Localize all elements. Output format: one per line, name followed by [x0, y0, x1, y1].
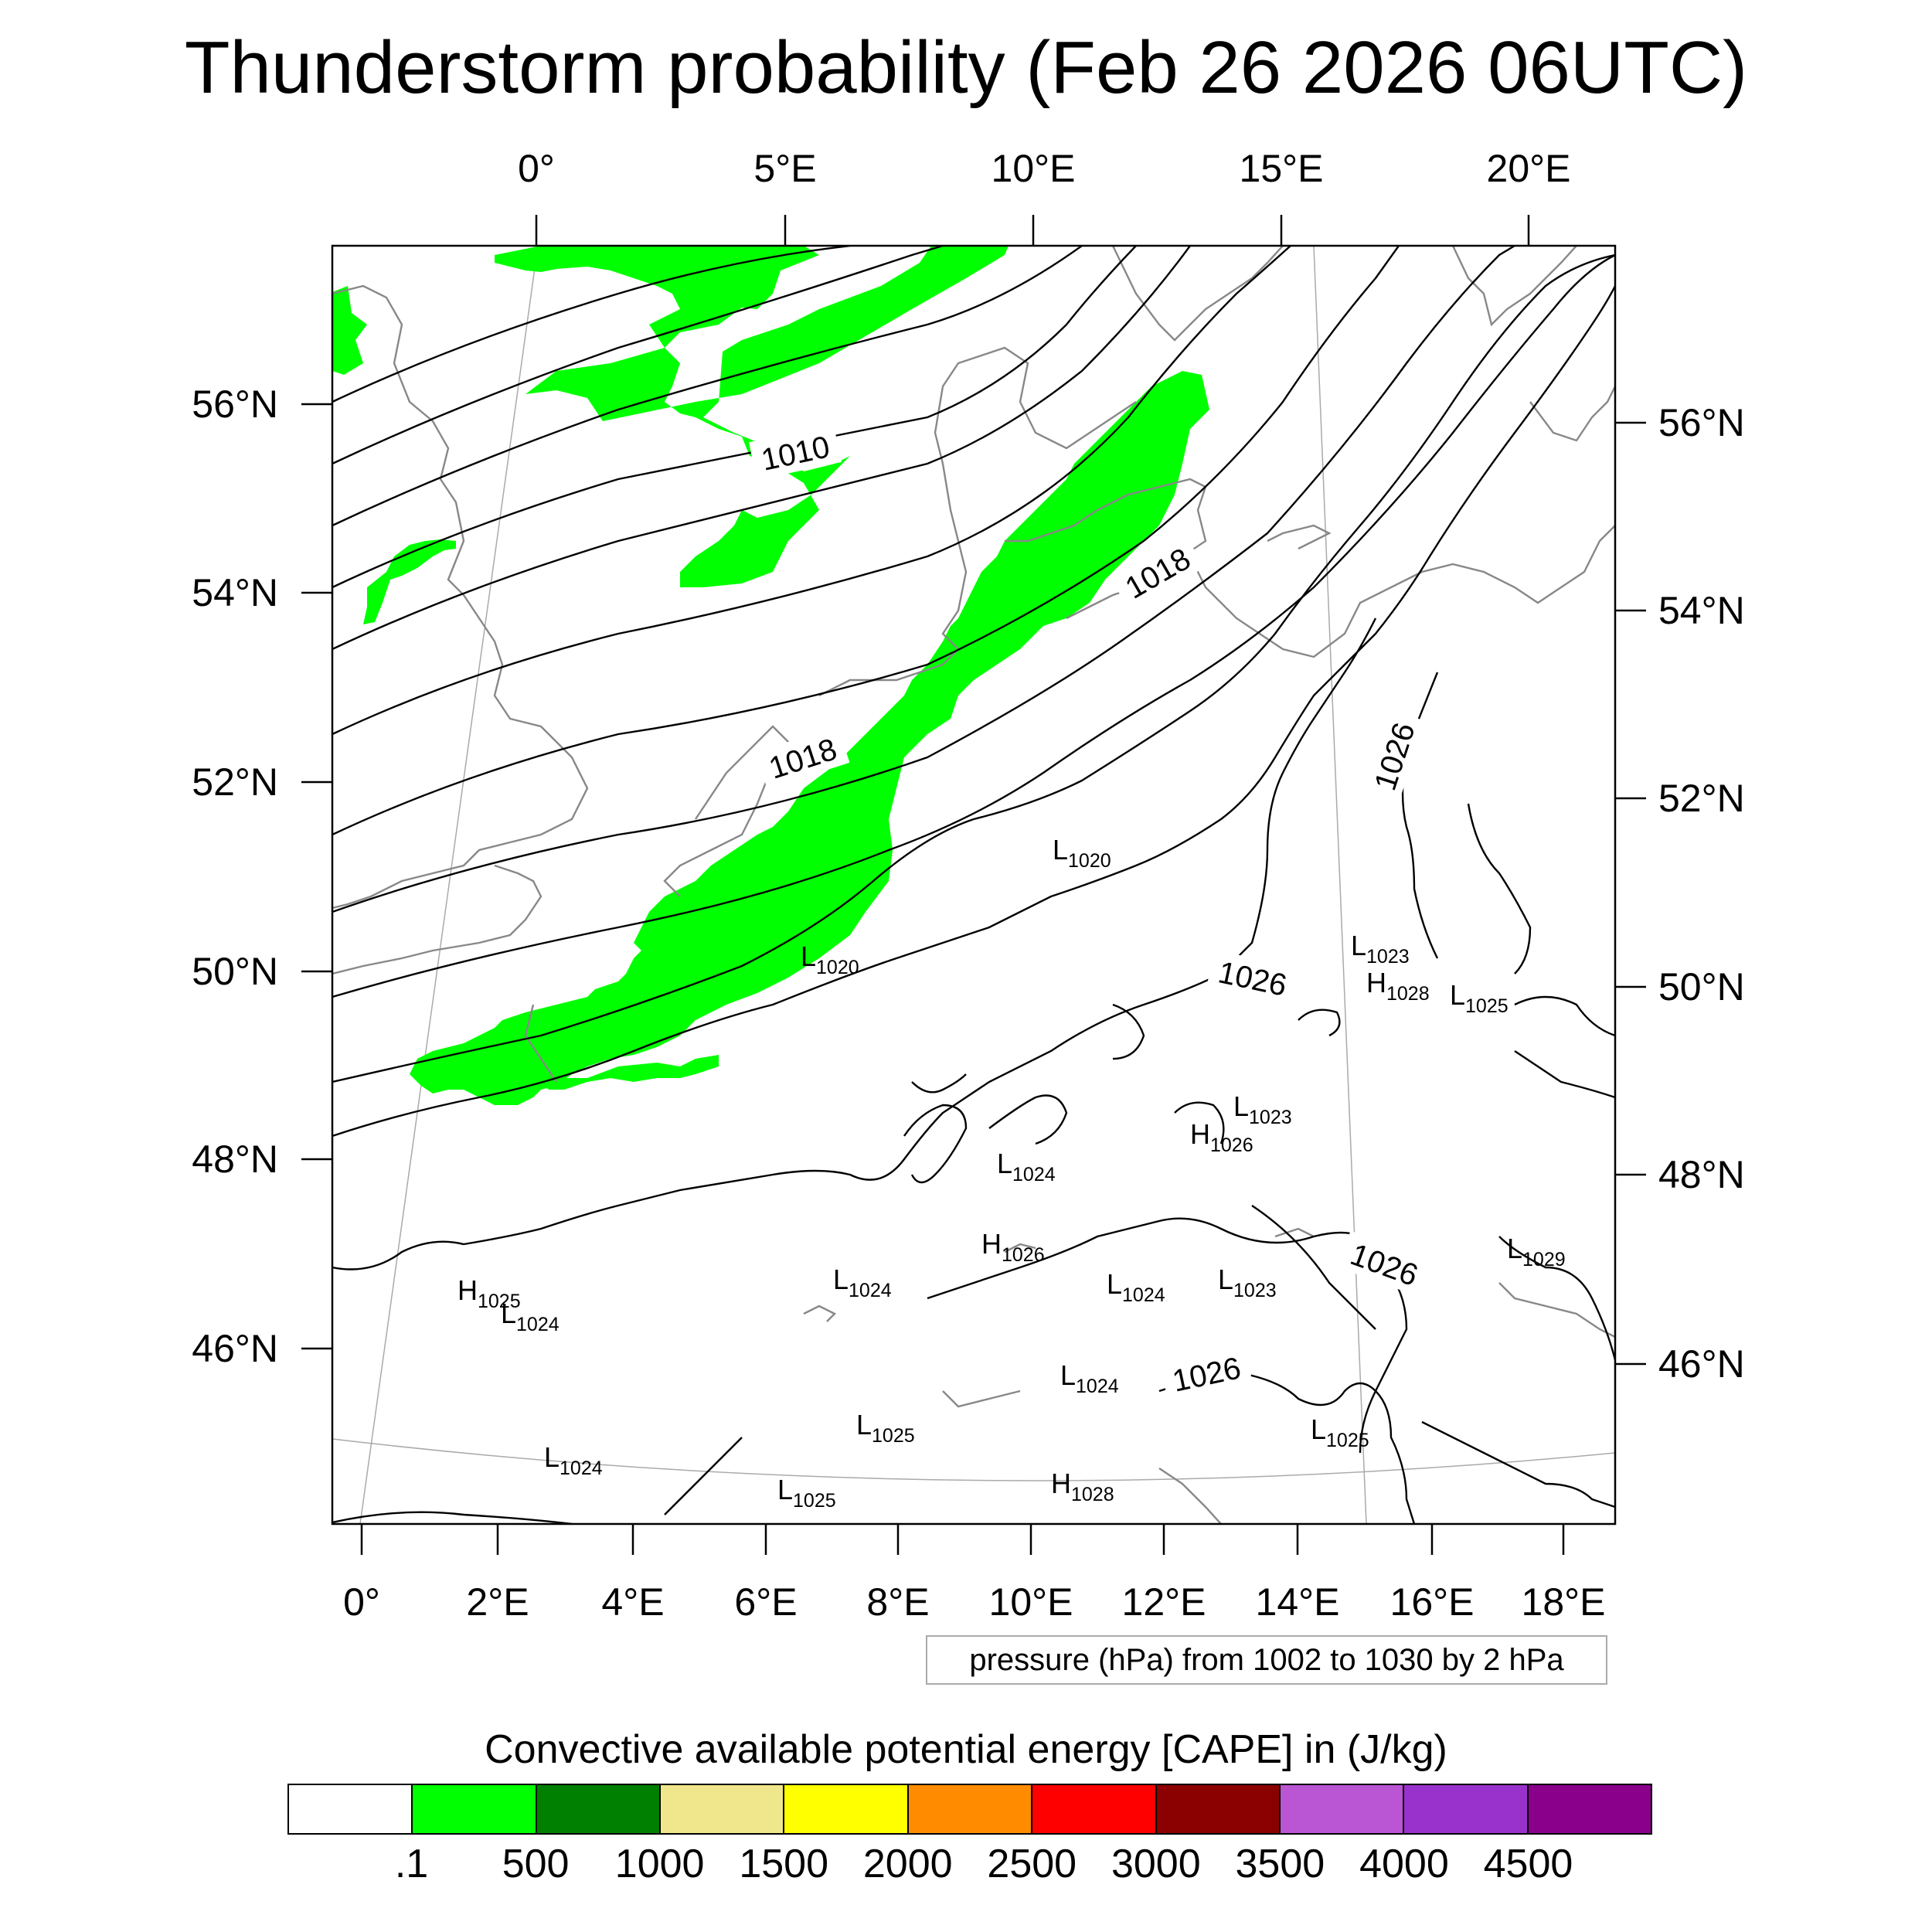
pressure-centers: L1020 L1020 L1023 H1028 L1025 L1023 H102…	[457, 834, 1566, 1512]
low-center: L1024	[501, 1298, 560, 1335]
high-center: H1028	[1051, 1468, 1114, 1505]
low-center: L1024	[833, 1264, 892, 1301]
top-lon-label: 10°E	[992, 147, 1076, 190]
bottom-lon-label: 8°E	[866, 1580, 929, 1624]
colorbar-label: 3000	[1111, 1842, 1201, 1886]
colorbar-swatch	[908, 1785, 1033, 1833]
right-lat-label: 46°N	[1658, 1342, 1745, 1386]
top-lon-label: 0°	[518, 147, 555, 190]
colorbar-label: 1500	[739, 1842, 829, 1886]
bottom-lon-label: 0°	[343, 1580, 380, 1624]
right-lat-label: 48°N	[1658, 1153, 1745, 1196]
colorbar-swatch	[661, 1785, 785, 1833]
top-longitude-labels: 0° 5°E 10°E 15°E 20°E	[518, 147, 1570, 190]
tick-marks	[301, 215, 1646, 1555]
high-center: H1028	[1366, 967, 1430, 1005]
left-lat-label: 46°N	[192, 1327, 278, 1370]
left-lat-label: 56°N	[192, 383, 278, 426]
left-lat-label: 50°N	[192, 950, 278, 993]
isobars	[332, 246, 1615, 1524]
colorbar-label: 3500	[1235, 1842, 1325, 1886]
bottom-lon-label: 6°E	[734, 1580, 797, 1624]
high-center: H1026	[981, 1228, 1045, 1266]
bottom-lon-label: 2°E	[466, 1580, 529, 1624]
low-center: L1023	[1351, 930, 1410, 968]
low-center: L1024	[1107, 1268, 1165, 1306]
bottom-lon-label: 18°E	[1522, 1580, 1606, 1624]
colorbar-swatch	[784, 1785, 909, 1833]
pressure-note: pressure (hPa) from 1002 to 1030 by 2 hP…	[926, 1635, 1607, 1685]
colorbar-label: 500	[502, 1842, 570, 1886]
top-lon-label: 5°E	[753, 147, 816, 190]
low-center: L1024	[1060, 1359, 1119, 1397]
high-center: H1026	[1190, 1118, 1253, 1156]
right-latitude-labels: 56°N 54°N 52°N 50°N 48°N 46°N	[1658, 401, 1745, 1386]
low-center: L1020	[801, 940, 859, 978]
colorbar-swatch	[1528, 1785, 1651, 1833]
coastlines	[332, 246, 1615, 1524]
colorbar-label: 2000	[862, 1842, 953, 1886]
colorbar-label: .1	[394, 1842, 429, 1886]
colorbar-label: 1000	[614, 1842, 705, 1886]
left-lat-label: 48°N	[192, 1138, 278, 1181]
bottom-longitude-labels: 0° 2°E 4°E 6°E 8°E 10°E 12°E 14°E 16°E 1…	[343, 1580, 1605, 1624]
contour-labels: 1010 1018 1018 1026 1026 1026 1026	[748, 424, 1432, 1402]
map-frame-border	[331, 244, 1617, 1526]
colorbar-title: Convective available potential energy [C…	[485, 1727, 1447, 1772]
bottom-lon-label: 16°E	[1390, 1580, 1475, 1624]
colorbar-label: 4500	[1483, 1842, 1573, 1886]
bottom-lon-label: 10°E	[989, 1580, 1073, 1624]
colorbar-swatch	[1032, 1785, 1157, 1833]
colorbar-swatch	[289, 1785, 413, 1833]
low-center: L1025	[777, 1474, 836, 1512]
colorbar-labels: .1 500 1000 1500 2000 2500 3000 3500 400…	[0, 1839, 1932, 1893]
colorbar-swatch	[1280, 1785, 1405, 1833]
right-lat-label: 52°N	[1658, 777, 1745, 820]
colorbar-swatch	[413, 1785, 537, 1833]
low-center: L1024	[997, 1148, 1056, 1185]
low-center: L1029	[1507, 1233, 1566, 1270]
low-center: L1025	[1311, 1413, 1369, 1451]
right-lat-label: 50°N	[1658, 965, 1745, 1009]
colorbar-swatch	[536, 1785, 662, 1833]
low-center: L1023	[1233, 1090, 1292, 1128]
colorbar	[287, 1784, 1652, 1835]
cape-shading	[332, 246, 1209, 1105]
bottom-lon-label: 14°E	[1256, 1580, 1340, 1624]
colorbar-label: 2500	[987, 1842, 1077, 1886]
low-center: L1020	[1053, 834, 1111, 872]
top-lon-label: 20°E	[1487, 147, 1571, 190]
high-center: H1025	[457, 1274, 521, 1312]
right-lat-label: 54°N	[1658, 589, 1745, 632]
low-center: L1024	[544, 1441, 603, 1479]
left-lat-label: 52°N	[192, 760, 278, 804]
chart-title: Thunderstorm probability (Feb 26 2026 06…	[184, 26, 1748, 109]
map-frame-bg	[332, 246, 1615, 1524]
colorbar-label: 4000	[1359, 1842, 1449, 1886]
low-center: L1023	[1218, 1264, 1277, 1301]
left-lat-label: 54°N	[192, 571, 278, 614]
low-center: L1025	[856, 1409, 915, 1447]
low-center: L1025	[1450, 979, 1509, 1017]
bottom-lon-label: 4°E	[601, 1580, 664, 1624]
top-lon-label: 15°E	[1240, 147, 1324, 190]
bottom-lon-label: 12°E	[1122, 1580, 1206, 1624]
colorbar-swatch	[1156, 1785, 1281, 1833]
colorbar-swatch	[1404, 1785, 1529, 1833]
right-lat-label: 56°N	[1658, 401, 1745, 444]
left-latitude-labels: 56°N 54°N 52°N 50°N 48°N 46°N	[192, 383, 278, 1370]
